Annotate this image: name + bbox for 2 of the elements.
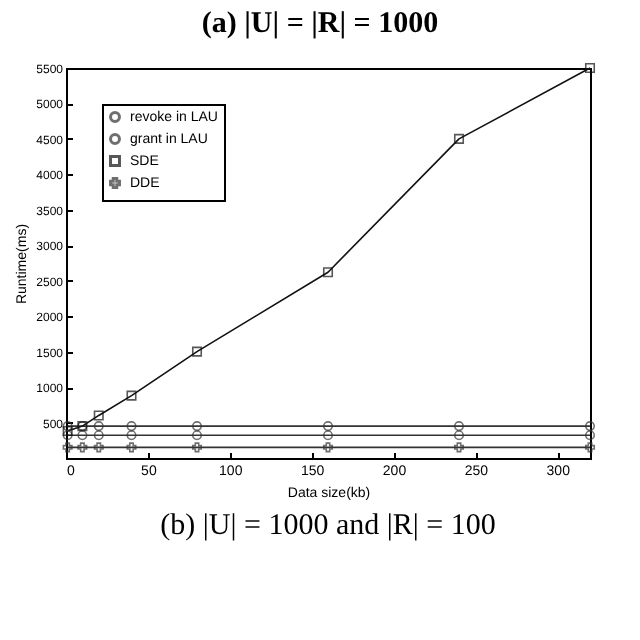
- text: (a) |U| = |R| = 1000: [199, 8, 441, 44]
- text: (b) |U| = 1000 and |R| = 100: [160, 510, 496, 542]
